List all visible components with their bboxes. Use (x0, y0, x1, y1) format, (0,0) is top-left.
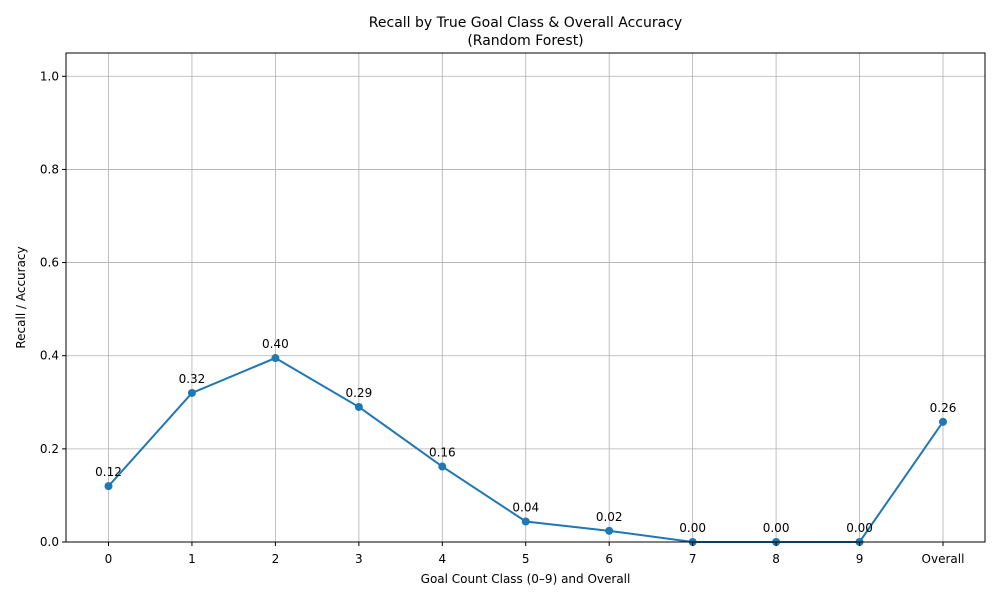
y-tick-label: 0.4 (40, 349, 59, 363)
data-point (939, 417, 947, 426)
data-point (354, 402, 363, 411)
y-tick-label: 0.8 (40, 162, 59, 176)
x-tick-label: 0 (105, 552, 113, 566)
x-tick-label: 9 (856, 552, 864, 566)
x-tick-label: 1 (188, 552, 196, 566)
data-label: 0.32 (179, 372, 206, 386)
data-label: 0.16 (429, 446, 456, 460)
chart-title-line2: (Random Forest) (467, 33, 583, 49)
data-point (521, 517, 530, 526)
y-axis-label: Recall / Accuracy (14, 246, 28, 348)
x-tick-label: 3 (355, 552, 363, 566)
data-label: 0.00 (763, 521, 790, 535)
data-labels: 0.12 0.32 0.40 0.29 0.16 0.04 0.02 0.00 0.00 0.00… (95, 337, 956, 535)
x-axis-label: Goal Count Class (0–9) and Overall (421, 572, 631, 586)
x-tick-label: 5 (522, 552, 530, 566)
x-tick-label: 7 (689, 552, 697, 566)
y-tick-label: 0.0 (40, 535, 59, 549)
x-axis-ticks: 0 1 2 3 4 5 6 7 8 9 Overall (105, 542, 965, 566)
data-label: 0.29 (345, 386, 372, 400)
data-point (104, 482, 113, 491)
x-tick-label: 4 (438, 552, 446, 566)
data-label: 0.40 (262, 337, 289, 351)
data-label: 0.04 (512, 501, 539, 515)
y-axis-ticks: 0.0 0.2 0.4 0.6 0.8 1.0 (40, 69, 66, 549)
data-label: 0.00 (679, 521, 706, 535)
x-tick-label: 8 (772, 552, 780, 566)
y-tick-label: 0.2 (40, 442, 59, 456)
data-point (438, 462, 447, 471)
y-tick-label: 1.0 (40, 69, 59, 83)
data-point (187, 388, 196, 397)
y-tick-label: 0.6 (40, 256, 59, 270)
x-tick-label: 6 (605, 552, 613, 566)
grid (66, 53, 985, 543)
x-tick-label: Overall (922, 552, 965, 566)
data-point (605, 526, 614, 535)
chart-title-line1: Recall by True Goal Class & Overall Accu… (369, 15, 682, 31)
data-label: 0.26 (930, 401, 957, 415)
data-point (271, 354, 280, 363)
x-tick-label: 2 (272, 552, 280, 566)
data-label: 0.12 (95, 465, 122, 479)
data-label: 0.02 (596, 510, 623, 524)
data-label: 0.00 (846, 521, 873, 535)
